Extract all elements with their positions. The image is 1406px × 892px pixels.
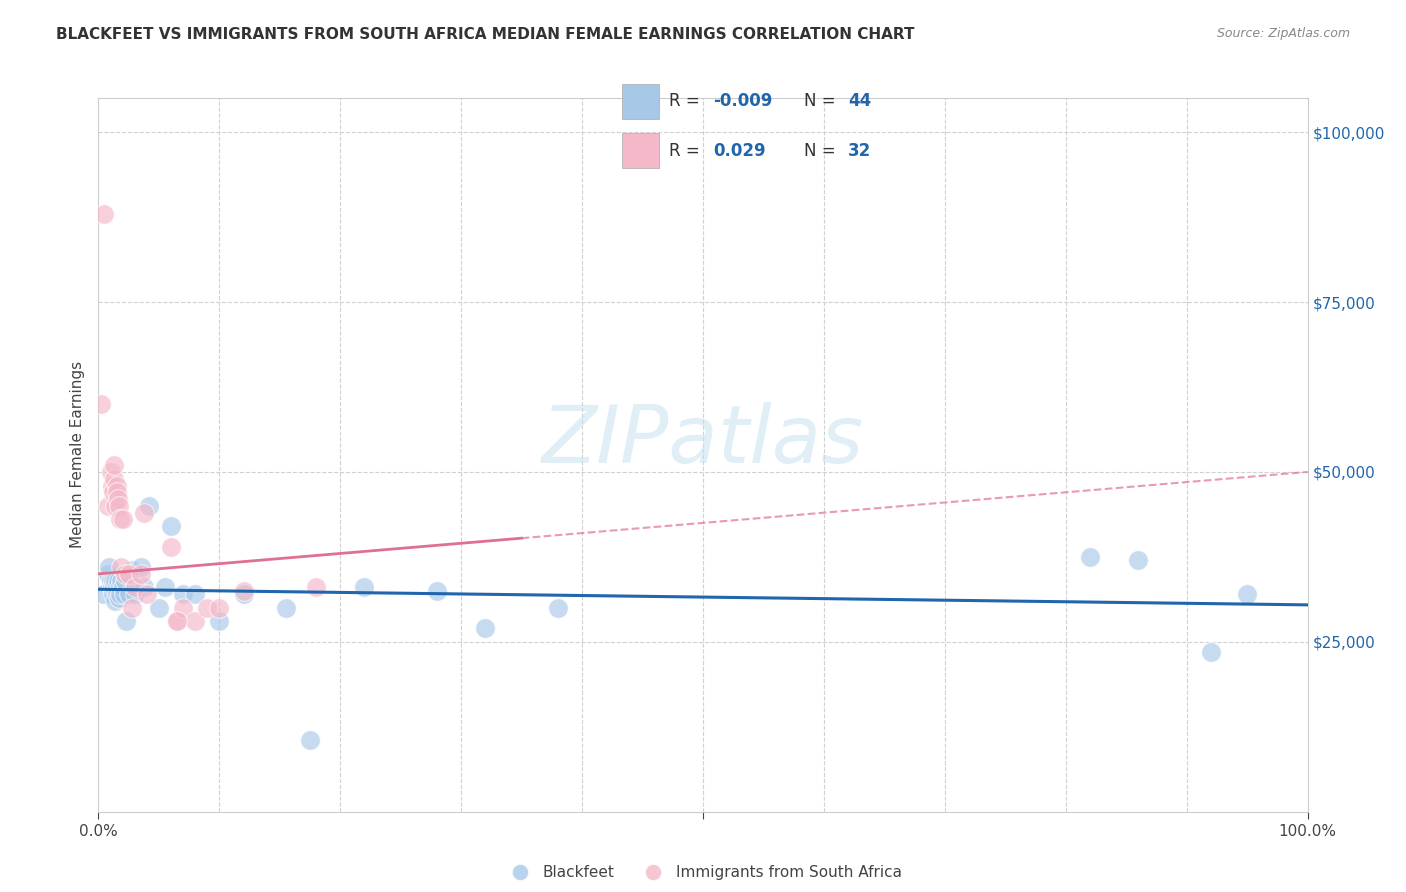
Point: [114, 566, 136, 581]
Text: 44: 44: [848, 93, 872, 111]
Point: [98, 560, 121, 574]
Point: [111, 512, 134, 526]
Text: 32: 32: [848, 142, 872, 160]
Point: [134, 581, 156, 595]
Point: [274, 600, 297, 615]
Point: [166, 615, 188, 629]
Point: [166, 615, 188, 629]
Point: [110, 574, 132, 588]
Point: [138, 499, 160, 513]
Point: [93, 207, 115, 221]
Point: [148, 600, 170, 615]
Point: [110, 560, 132, 574]
Point: [91, 587, 114, 601]
Point: [160, 540, 183, 554]
Point: [547, 600, 569, 615]
Point: [101, 485, 124, 500]
Bar: [621, 84, 659, 119]
Point: [124, 581, 146, 595]
Point: [105, 581, 128, 595]
Point: [474, 621, 496, 635]
Point: [118, 587, 141, 601]
Point: [184, 587, 207, 601]
Point: [118, 566, 141, 581]
Point: [195, 600, 218, 615]
Point: [100, 574, 122, 588]
Point: [1236, 587, 1258, 601]
Point: [90, 397, 112, 411]
Point: [124, 587, 146, 601]
Text: N =: N =: [804, 93, 841, 111]
Point: [232, 587, 254, 601]
Point: [104, 594, 127, 608]
Point: [232, 583, 254, 598]
Point: [108, 587, 131, 601]
Point: [1128, 553, 1150, 567]
Point: [104, 499, 127, 513]
Point: [112, 587, 135, 601]
Point: [1199, 645, 1222, 659]
Point: [208, 600, 231, 615]
Point: [153, 581, 176, 595]
Point: [108, 499, 131, 513]
Point: [105, 478, 128, 492]
Point: [100, 478, 122, 492]
Point: [105, 587, 128, 601]
Point: [305, 581, 328, 595]
Text: BLACKFEET VS IMMIGRANTS FROM SOUTH AFRICA MEDIAN FEMALE EARNINGS CORRELATION CHA: BLACKFEET VS IMMIGRANTS FROM SOUTH AFRIC…: [56, 27, 915, 42]
Point: [111, 581, 134, 595]
Point: [129, 560, 152, 574]
Text: ZIPatlas: ZIPatlas: [541, 401, 865, 480]
Point: [107, 574, 129, 588]
Point: [108, 581, 131, 595]
Text: N =: N =: [804, 142, 841, 160]
Point: [107, 492, 129, 507]
Point: [426, 583, 449, 598]
Point: [97, 499, 120, 513]
Point: [100, 465, 122, 479]
Point: [121, 564, 143, 578]
Point: [172, 600, 194, 615]
Point: [108, 512, 131, 526]
Point: [101, 587, 124, 601]
Point: [103, 472, 125, 486]
Point: [160, 519, 183, 533]
Text: R =: R =: [669, 93, 704, 111]
Point: [172, 587, 194, 601]
Point: [299, 733, 322, 747]
Point: [115, 615, 138, 629]
Point: [134, 506, 156, 520]
Point: [1078, 549, 1101, 564]
Point: [101, 574, 124, 588]
Point: [208, 615, 231, 629]
Legend: Blackfeet, Immigrants from South Africa: Blackfeet, Immigrants from South Africa: [498, 859, 908, 886]
Text: 0.029: 0.029: [713, 142, 765, 160]
Y-axis label: Median Female Earnings: Median Female Earnings: [69, 361, 84, 549]
Point: [97, 566, 120, 581]
Point: [103, 458, 125, 472]
Point: [121, 600, 143, 615]
Text: R =: R =: [669, 142, 710, 160]
Point: [114, 574, 136, 588]
Point: [105, 485, 128, 500]
Point: [108, 591, 131, 605]
Text: -0.009: -0.009: [713, 93, 772, 111]
Point: [353, 581, 375, 595]
Bar: [621, 133, 659, 168]
Point: [129, 566, 152, 581]
Point: [100, 581, 122, 595]
Point: [184, 615, 207, 629]
Text: Source: ZipAtlas.com: Source: ZipAtlas.com: [1216, 27, 1350, 40]
Point: [103, 581, 125, 595]
Point: [135, 587, 157, 601]
Point: [104, 574, 127, 588]
